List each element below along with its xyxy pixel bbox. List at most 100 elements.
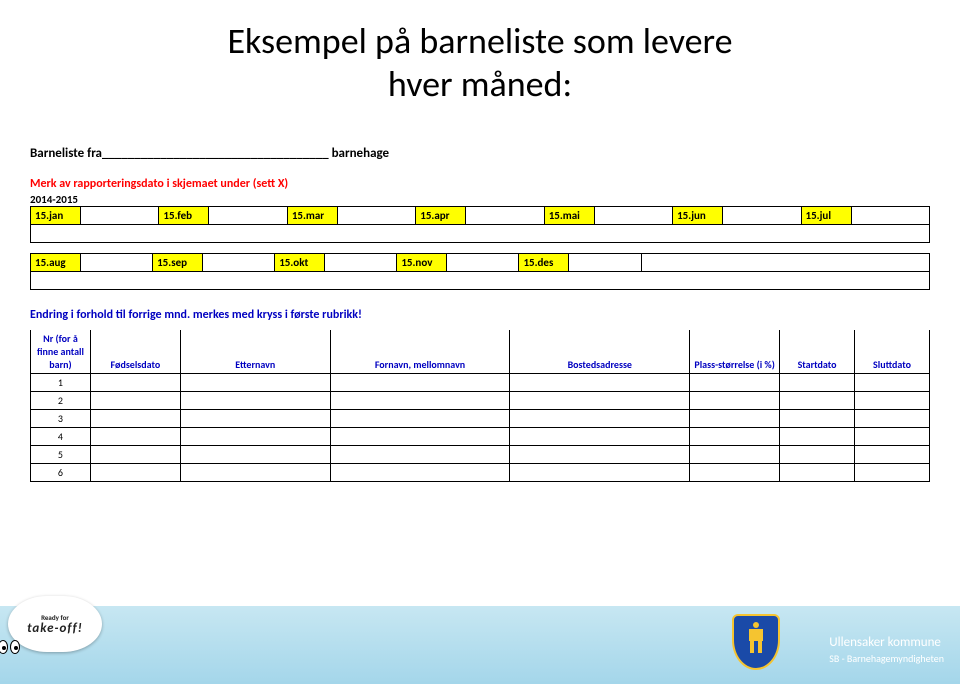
cell[interactable] xyxy=(690,428,780,446)
instruction-red: Merk av rapporteringsdato i skjemaet und… xyxy=(30,177,930,191)
cell[interactable] xyxy=(690,446,780,464)
cell[interactable] xyxy=(780,446,855,464)
cell[interactable] xyxy=(180,374,330,392)
cell[interactable] xyxy=(690,374,780,392)
month-pad xyxy=(641,254,929,272)
title-line-2: hver måned: xyxy=(388,62,572,106)
month-cell: 15.jul xyxy=(801,207,851,225)
table-row: 1 xyxy=(31,374,930,392)
cell[interactable] xyxy=(855,446,930,464)
table-row: 6 xyxy=(31,464,930,482)
cell[interactable] xyxy=(690,464,780,482)
cell[interactable] xyxy=(90,410,180,428)
cell[interactable] xyxy=(780,464,855,482)
cell[interactable] xyxy=(855,464,930,482)
row-num: 6 xyxy=(31,464,91,482)
cell[interactable] xyxy=(90,446,180,464)
footer-band: Ready for take-off! Ullensaker kommune S… xyxy=(0,604,960,684)
month-cell: 15.apr xyxy=(416,207,466,225)
month-input[interactable] xyxy=(81,207,159,225)
cell[interactable] xyxy=(330,374,510,392)
month-input[interactable] xyxy=(337,207,415,225)
months-table-2: 15.aug 15.sep 15.okt 15.nov 15.des xyxy=(30,253,930,290)
month-cell: 15.feb xyxy=(159,207,209,225)
col-fodselsdato: Fødselsdato xyxy=(90,330,180,374)
cell[interactable] xyxy=(90,428,180,446)
month-cell: 15.des xyxy=(519,254,569,272)
cell[interactable] xyxy=(90,464,180,482)
cell[interactable] xyxy=(690,410,780,428)
month-input[interactable] xyxy=(447,254,519,272)
cell[interactable] xyxy=(180,392,330,410)
children-table: Nr (for å finne antall barn) Fødselsdato… xyxy=(30,330,930,482)
months-table-1: 15.jan 15.feb 15.mar 15.apr 15.mai 15.ju… xyxy=(30,206,930,243)
municipal-crest-icon xyxy=(732,614,780,670)
row-num: 4 xyxy=(31,428,91,446)
month-cell: 15.jun xyxy=(673,207,723,225)
col-plass: Plass-størrelse (i %) xyxy=(690,330,780,374)
month-input[interactable] xyxy=(723,207,801,225)
month-cell: 15.jan xyxy=(31,207,81,225)
row-num: 2 xyxy=(31,392,91,410)
eyes-icon xyxy=(0,640,20,654)
month-cell: 15.aug xyxy=(31,254,81,272)
cell[interactable] xyxy=(180,410,330,428)
month-input[interactable] xyxy=(209,207,287,225)
month-cell: 15.mar xyxy=(287,207,337,225)
cell[interactable] xyxy=(855,410,930,428)
cell[interactable] xyxy=(330,410,510,428)
month-cell: 15.mai xyxy=(544,207,594,225)
cell[interactable] xyxy=(510,446,690,464)
month-input[interactable] xyxy=(81,254,153,272)
row-num: 3 xyxy=(31,410,91,428)
month-input[interactable] xyxy=(594,207,672,225)
cell[interactable] xyxy=(690,392,780,410)
col-bosted: Bostedsadresse xyxy=(510,330,690,374)
cell[interactable] xyxy=(855,428,930,446)
cell[interactable] xyxy=(180,446,330,464)
cell[interactable] xyxy=(330,464,510,482)
subtitle-suffix: barnehage xyxy=(332,146,390,161)
spacer-row xyxy=(31,272,930,290)
spacer-row xyxy=(31,225,930,243)
footer-line-1: Ullensaker kommune xyxy=(829,634,944,652)
month-input[interactable] xyxy=(203,254,275,272)
instruction-blue: Endring i forhold til forrige mnd. merke… xyxy=(30,308,930,322)
footer-text: Ullensaker kommune SB - Barnehagemyndigh… xyxy=(829,634,944,666)
cell[interactable] xyxy=(330,392,510,410)
cell[interactable] xyxy=(510,374,690,392)
table-row: 3 xyxy=(31,410,930,428)
cell[interactable] xyxy=(510,428,690,446)
cell[interactable] xyxy=(330,428,510,446)
badge-big-text: take-off! xyxy=(27,621,83,636)
month-input[interactable] xyxy=(466,207,544,225)
cell[interactable] xyxy=(180,428,330,446)
cell[interactable] xyxy=(180,464,330,482)
footer-line-2: SB - Barnehagemyndigheten xyxy=(829,652,944,666)
cell[interactable] xyxy=(510,410,690,428)
month-cell: 15.sep xyxy=(153,254,203,272)
cell[interactable] xyxy=(510,392,690,410)
cell[interactable] xyxy=(855,374,930,392)
subtitle-blank: ___________________________________ xyxy=(102,146,329,161)
cell[interactable] xyxy=(90,374,180,392)
cell[interactable] xyxy=(90,392,180,410)
cell[interactable] xyxy=(780,428,855,446)
cell[interactable] xyxy=(855,392,930,410)
month-input[interactable] xyxy=(851,207,929,225)
subtitle: Barneliste fra__________________________… xyxy=(30,146,930,161)
row-num: 1 xyxy=(31,374,91,392)
cell[interactable] xyxy=(510,464,690,482)
col-startdato: Startdato xyxy=(780,330,855,374)
subtitle-prefix: Barneliste fra xyxy=(30,146,102,161)
cell[interactable] xyxy=(780,410,855,428)
month-input[interactable] xyxy=(325,254,397,272)
cell[interactable] xyxy=(780,374,855,392)
cell[interactable] xyxy=(330,446,510,464)
month-cell: 15.okt xyxy=(275,254,325,272)
month-input[interactable] xyxy=(569,254,641,272)
table-row: 2 xyxy=(31,392,930,410)
month-cell: 15.nov xyxy=(397,254,447,272)
takeoff-logo: Ready for take-off! xyxy=(8,596,102,652)
cell[interactable] xyxy=(780,392,855,410)
